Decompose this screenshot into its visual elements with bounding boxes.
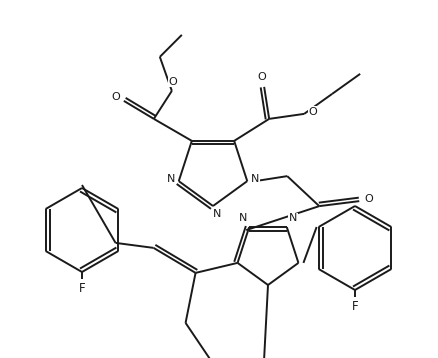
Text: F: F [351,300,357,313]
Text: N: N [166,174,175,184]
Text: O: O [168,77,177,87]
Text: O: O [257,72,266,82]
Text: F: F [78,281,85,295]
Text: O: O [364,194,373,204]
Text: O: O [111,92,120,102]
Text: N: N [251,174,259,184]
Text: O: O [308,107,317,117]
Text: N: N [288,213,297,223]
Text: N: N [212,209,221,219]
Text: N: N [238,213,247,223]
